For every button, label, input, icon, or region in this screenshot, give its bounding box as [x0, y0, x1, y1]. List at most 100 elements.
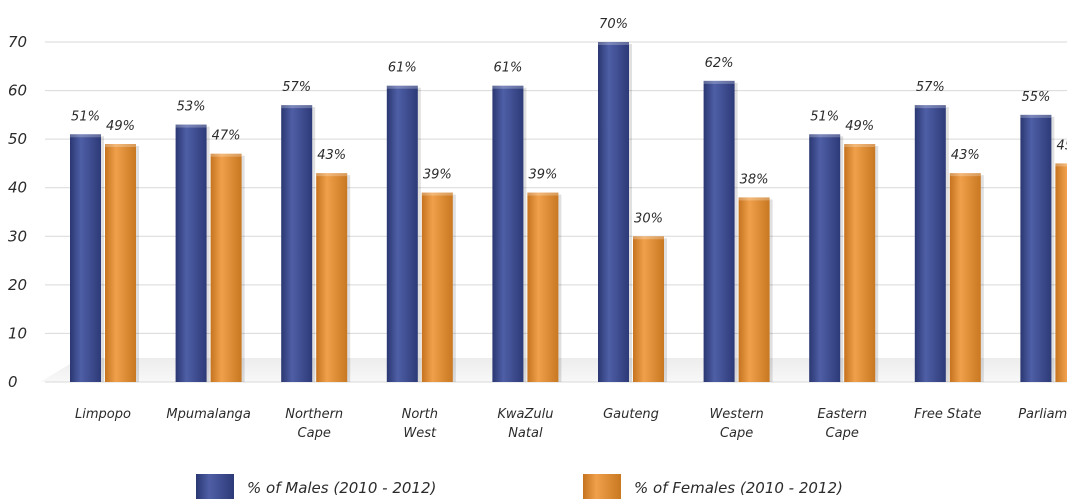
x-tick-line: Cape	[826, 426, 859, 441]
bar-females	[844, 144, 879, 382]
data-label-females: 43%	[951, 148, 980, 163]
bar-females-body	[316, 173, 348, 382]
bar-females-top	[316, 173, 348, 177]
x-tick-label: North West	[402, 407, 438, 441]
bar-females	[421, 192, 456, 382]
bar-females-top	[1055, 163, 1067, 167]
data-label-males: 55%	[1021, 90, 1050, 105]
bar-males-top	[598, 42, 629, 45]
y-tick-label: 60	[8, 82, 27, 100]
bar-males	[492, 85, 527, 382]
bar-males	[386, 85, 421, 382]
bar-females-body	[633, 236, 664, 382]
bar-males	[281, 105, 316, 383]
x-tick-line: Mpumalanga	[166, 407, 250, 422]
bar-females	[527, 192, 562, 382]
x-axis-ticks: Limpopo Mpumalanga Northern Cape North West Kw…	[75, 407, 1067, 441]
x-tick-label: Mpumalanga	[166, 407, 250, 422]
data-label-females: 39%	[528, 168, 557, 183]
y-tick-label: 40	[8, 179, 27, 197]
data-label-females: 43%	[317, 148, 346, 163]
bar-males-top	[386, 85, 418, 89]
x-tick-line: West	[403, 426, 437, 441]
y-axis-ticks: 0 10 20 30 40 50 60 70	[8, 33, 27, 391]
bar-males-top	[914, 105, 946, 109]
data-label-males: 51%	[810, 109, 839, 124]
bar-females-top	[844, 144, 876, 147]
bar-females-top	[633, 236, 664, 240]
data-label-males: 62%	[705, 56, 734, 71]
bar-females-body	[1055, 163, 1067, 382]
bar-males-top	[703, 80, 735, 84]
bar-males	[70, 134, 104, 382]
x-tick-label: Northern Cape	[285, 407, 343, 441]
bar-males	[703, 80, 738, 382]
data-label-females: 39%	[423, 168, 452, 183]
bar-males-top	[1020, 114, 1052, 118]
x-tick-label: Eastern Cape	[817, 407, 867, 441]
x-tick-line: Cape	[298, 426, 331, 441]
data-label-females: 49%	[106, 119, 135, 134]
data-label-males: 57%	[916, 80, 945, 95]
data-label-males: 57%	[282, 80, 311, 95]
x-tick-label: KwaZulu Natal	[497, 407, 553, 441]
legend-swatch	[196, 474, 234, 499]
data-label-males: 61%	[388, 61, 417, 76]
x-tick-line: Free State	[914, 407, 981, 422]
bar-males-top	[281, 105, 313, 109]
bar-males	[175, 124, 210, 383]
x-tick-line: Natal	[508, 426, 543, 441]
bar-males-body	[175, 124, 207, 383]
bar-males-body	[598, 42, 629, 382]
bar-males-body	[914, 105, 946, 383]
y-tick-label: 0	[8, 373, 18, 391]
data-label-males: 51%	[71, 109, 100, 124]
bar-males	[1020, 114, 1055, 382]
data-label-males: 70%	[599, 17, 628, 32]
bar-females-top	[105, 144, 136, 147]
legend-label: % of Males (2010 - 2012)	[247, 479, 436, 497]
bar-females-body	[844, 144, 876, 382]
bar-females-body	[738, 197, 770, 382]
x-tick-label: Gauteng	[603, 407, 659, 422]
bar-females	[105, 144, 139, 382]
x-tick-line: Western	[709, 407, 763, 422]
y-tick-label: 30	[8, 227, 27, 245]
y-tick-label: 70	[8, 33, 27, 51]
x-tick-line: North	[402, 407, 438, 422]
bar-males-body	[1020, 114, 1052, 382]
x-tick-line: Eastern	[817, 407, 867, 422]
y-tick-label: 10	[8, 324, 27, 342]
bar-females	[949, 173, 984, 382]
bar-females-top	[949, 173, 981, 177]
x-tick-label: Parliament	[1018, 407, 1067, 422]
bar-females-body	[421, 192, 453, 382]
y-tick-label: 20	[8, 276, 27, 294]
bar-females	[210, 153, 245, 382]
x-tick-line: Parliament	[1018, 407, 1067, 422]
bar-males	[809, 134, 844, 382]
bar-females	[316, 173, 351, 382]
data-label-females: 49%	[845, 119, 874, 134]
bar-females-body	[527, 192, 559, 382]
bar-males-top	[175, 124, 207, 128]
legend-item: % of Females (2010 - 2012)	[583, 474, 843, 499]
bar-females	[1055, 163, 1067, 382]
x-tick-label: Limpopo	[75, 407, 131, 422]
legend-item: % of Males (2010 - 2012)	[196, 474, 436, 499]
bars	[70, 42, 1067, 383]
bar-males-top	[70, 134, 101, 138]
data-label-females: 45%	[1056, 138, 1067, 153]
bar-females	[738, 197, 773, 382]
bar-males-top	[809, 134, 841, 138]
bar-males	[598, 42, 632, 382]
x-tick-label: Free State	[914, 407, 981, 422]
bar-males	[914, 105, 949, 383]
bar-males-top	[492, 85, 524, 89]
bar-females-top	[210, 153, 242, 157]
legend-swatch	[583, 474, 621, 499]
legend: % of Males (2010 - 2012) % of Females (20…	[196, 474, 843, 499]
data-label-males: 53%	[177, 100, 206, 115]
